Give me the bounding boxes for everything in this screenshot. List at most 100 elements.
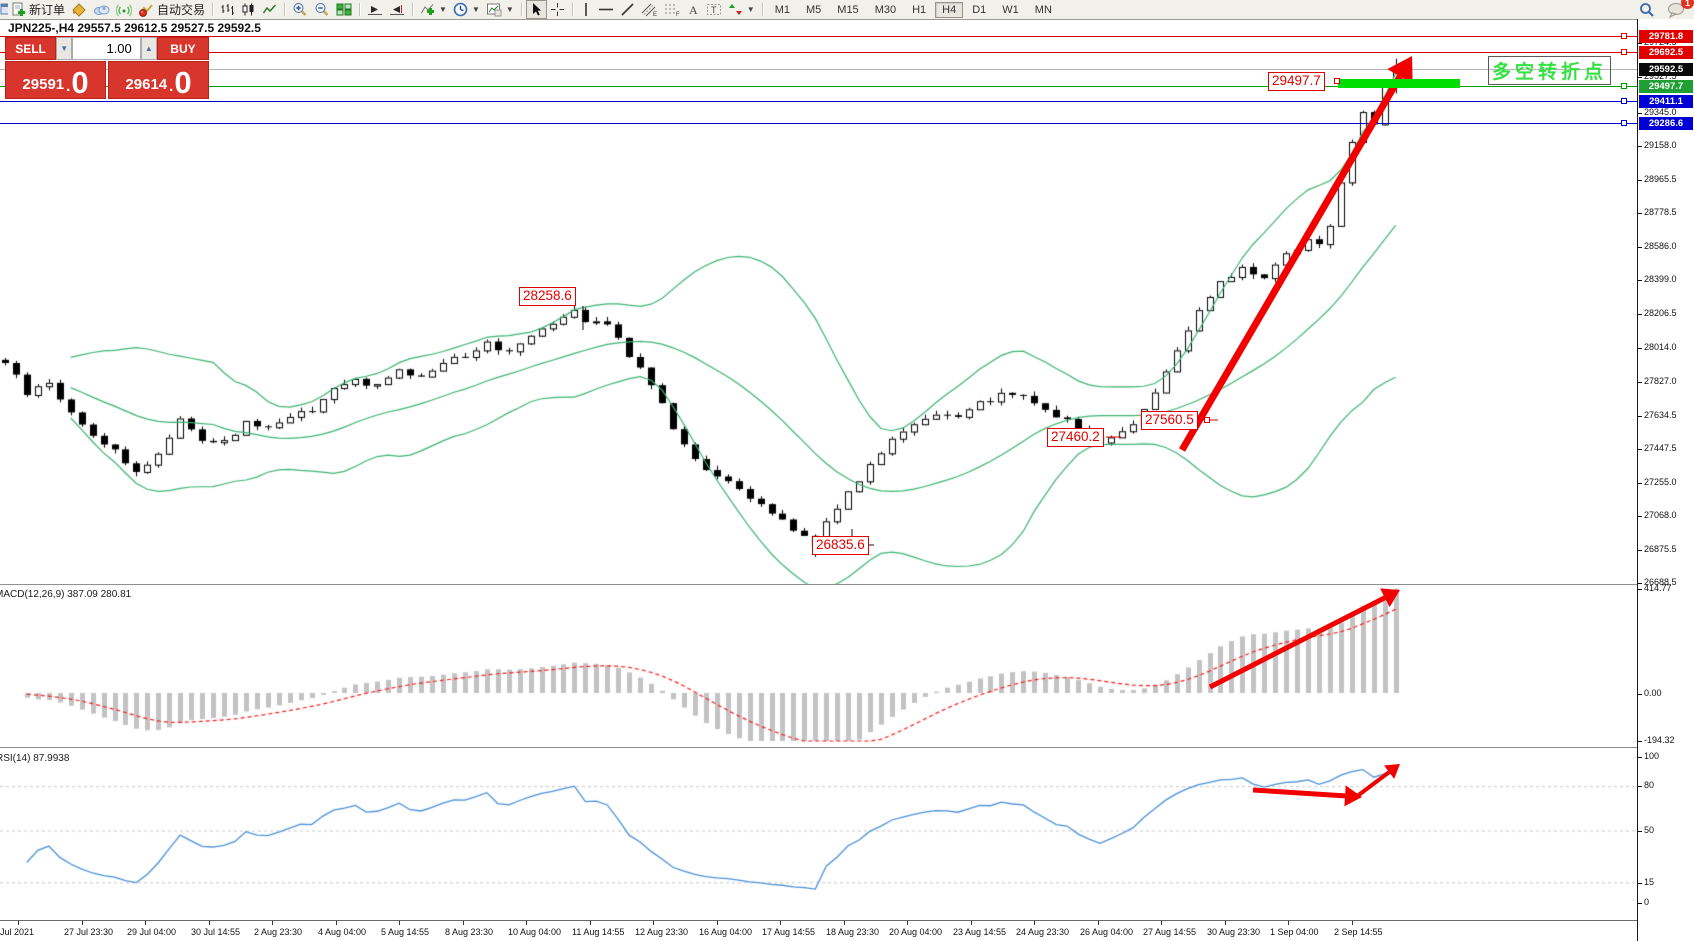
horizontal-line-icon: [598, 8, 613, 11]
fibonacci-button[interactable]: F: [661, 1, 684, 18]
rsi-tick-dash: [1638, 831, 1642, 832]
volume-decrease-button[interactable]: ▼: [56, 37, 73, 60]
indicators-button[interactable]: ▼: [417, 1, 450, 18]
time-tick: [971, 921, 972, 925]
price-annotation-label[interactable]: 29497.7: [1268, 72, 1325, 91]
price-axis-column[interactable]: 29724.529527.529345.029158.028965.528778…: [1637, 19, 1694, 941]
timeframe-d1[interactable]: D1: [972, 3, 987, 16]
level-line[interactable]: [0, 52, 1637, 53]
chart-shift-button[interactable]: [386, 1, 408, 18]
time-axis-label: 8 Aug 23:30: [445, 927, 494, 937]
search-icon: [1640, 2, 1654, 17]
timeframe-mn[interactable]: MN: [1034, 3, 1052, 16]
turning-point-annotation[interactable]: 多空转折点: [1488, 56, 1611, 85]
price-tick: 26688.5: [1644, 577, 1677, 587]
price-tag: 29497.7: [1639, 79, 1693, 93]
timeframe-m5[interactable]: M5: [806, 3, 822, 16]
price-tag: 29286.6: [1639, 116, 1693, 130]
periods-button[interactable]: ▼: [450, 1, 483, 18]
text-a-icon: A: [689, 3, 698, 17]
sell-button[interactable]: SELL: [5, 37, 57, 60]
window-icon[interactable]: [0, 1, 8, 18]
macd-tick: -194.32: [1644, 735, 1675, 745]
price-annotation-label[interactable]: 27560.5: [1141, 411, 1198, 430]
time-tick: [145, 921, 146, 925]
price-tick: 28778.5: [1644, 207, 1677, 217]
buy-button[interactable]: BUY: [156, 37, 209, 60]
auto-scroll-button[interactable]: [364, 1, 386, 18]
pane-separator[interactable]: [0, 747, 1637, 749]
time-axis-label: 2 Sep 14:55: [1334, 927, 1383, 937]
object-handle[interactable]: [1621, 49, 1627, 55]
text-label-button[interactable]: T: [703, 1, 725, 18]
svg-text:A: A: [689, 3, 698, 17]
bar-chart-button[interactable]: [217, 1, 238, 18]
timeframe-m15[interactable]: M15: [837, 3, 859, 16]
object-handle[interactable]: [1334, 78, 1340, 84]
text-label-icon: T: [706, 4, 721, 15]
time-tick: [653, 921, 654, 925]
rsi-panel-canvas[interactable]: [0, 750, 1637, 906]
price-annotation-label[interactable]: 28258.6: [519, 287, 576, 306]
rsi-indicator-label: RSI(14) 87.9938: [0, 753, 70, 764]
time-tick: [717, 921, 718, 925]
time-axis-label: 17 Aug 14:55: [762, 927, 816, 937]
timeframe-w1[interactable]: W1: [1002, 3, 1019, 16]
text-button[interactable]: A: [684, 1, 703, 18]
level-line[interactable]: [0, 123, 1637, 124]
zoom-out-button[interactable]: [311, 1, 333, 18]
object-handle[interactable]: [1621, 120, 1627, 126]
buy-price-quote[interactable]: 29614 . 0: [108, 61, 209, 99]
auto-trading-label: 自动交易: [157, 3, 206, 17]
signals-button[interactable]: [113, 1, 135, 18]
level-line[interactable]: [0, 101, 1637, 102]
auto-trading-button[interactable]: 自动交易: [135, 1, 208, 18]
candlestick-chart-button[interactable]: [238, 1, 259, 18]
profile-button[interactable]: [90, 1, 113, 18]
green-highlight-bar[interactable]: [1338, 79, 1460, 88]
price-tick-dash: [1638, 43, 1642, 44]
price-tick-dash: [1638, 583, 1642, 584]
styles-button[interactable]: [68, 1, 90, 18]
object-handle[interactable]: [1621, 83, 1627, 89]
timeframe-h1[interactable]: H1: [912, 3, 927, 16]
rsi-tick: 0: [1644, 897, 1650, 907]
volume-increase-button[interactable]: ▲: [140, 37, 157, 60]
trendline-button[interactable]: [617, 1, 638, 18]
timeframe-h4[interactable]: H4: [935, 1, 964, 18]
zoom-in-button[interactable]: [289, 1, 311, 18]
price-tick-dash: [1638, 180, 1642, 181]
line-chart-button[interactable]: [259, 1, 280, 18]
notifications-button[interactable]: 1: [1664, 0, 1694, 18]
equidistant-channel-button[interactable]: E: [638, 1, 661, 18]
cursor-button[interactable]: [525, 0, 547, 19]
object-handle[interactable]: [1621, 33, 1627, 39]
tile-windows-button[interactable]: [333, 1, 355, 18]
search-button[interactable]: [1636, 1, 1658, 18]
vertical-line-button[interactable]: [577, 1, 595, 18]
timeframe-m1[interactable]: M1: [774, 3, 790, 16]
buy-price-dot: .: [169, 78, 174, 95]
time-tick: [463, 921, 464, 925]
new-order-button[interactable]: 新订单: [8, 1, 68, 18]
main-chart-canvas[interactable]: [0, 19, 1637, 585]
object-handle[interactable]: [1204, 417, 1210, 423]
templates-button[interactable]: ▼: [483, 1, 517, 18]
sell-price-quote[interactable]: 29591 . 0: [5, 61, 106, 99]
macd-panel-canvas[interactable]: [0, 586, 1637, 746]
object-handle[interactable]: [1621, 98, 1627, 104]
arrows-tool-button[interactable]: ▼: [725, 1, 758, 18]
timeframe-m30[interactable]: M30: [874, 3, 897, 16]
pane-separator[interactable]: [0, 584, 1637, 586]
crosshair-button[interactable]: [547, 1, 568, 18]
volume-input[interactable]: 1.00: [72, 37, 141, 60]
new-order-icon: [12, 2, 25, 16]
price-tag: 29781.8: [1639, 29, 1693, 43]
horizontal-line-button[interactable]: [595, 1, 617, 18]
price-annotation-label[interactable]: 26835.6: [812, 536, 869, 555]
level-line[interactable]: [0, 69, 1637, 70]
level-line[interactable]: [0, 86, 1637, 87]
auto-scroll-icon: [368, 6, 383, 15]
level-line[interactable]: [0, 36, 1637, 37]
price-annotation-label[interactable]: 27460.2: [1047, 428, 1104, 447]
